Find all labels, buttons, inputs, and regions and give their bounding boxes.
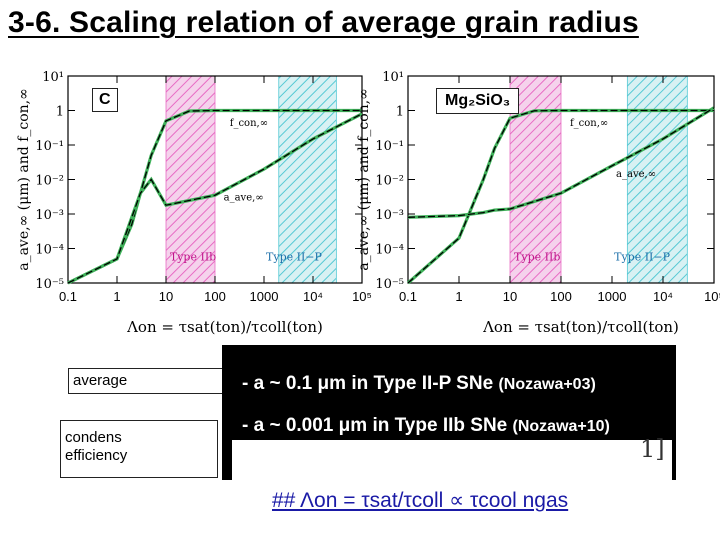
- x-tick-label: 1000: [598, 289, 627, 304]
- y-tick-label: 1: [56, 105, 64, 120]
- species-label-mg2sio3: Mg₂SiO₃: [436, 88, 520, 114]
- plot-c: 10¹ 1 10⁻¹ 10⁻² 10⁻³ 10⁻⁴ 10⁻⁵0.1 1 10 100 1000 10⁴…: [16, 70, 372, 336]
- x-tick-label: 100: [204, 289, 226, 304]
- y-tick-label: 10⁻⁵: [35, 277, 64, 292]
- x-tick-label: 1: [113, 289, 120, 304]
- x-axis-label: Λon = τsat(ton)/τcoll(ton): [126, 318, 323, 336]
- x-axis-label: Λon = τsat(ton)/τcoll(ton): [482, 318, 679, 336]
- efficiency-label: efficiency: [65, 447, 128, 464]
- y-tick-label: 10¹: [42, 70, 64, 85]
- y-tick-label: 1: [396, 105, 404, 120]
- average-box: average: [68, 368, 228, 394]
- average-label: average: [73, 372, 128, 389]
- y-tick-label: 10⁻³: [375, 208, 404, 223]
- series-fcon-fit: [407, 109, 714, 284]
- x-tick-label: 1: [455, 289, 462, 304]
- bullet-line-2: - a ~ 0.001 μm in Type IIb SNe (Nozawa+1…: [242, 415, 610, 436]
- y-tick-label: 10⁻²: [35, 174, 64, 189]
- y-axis-label: a_ave,∞ (μm) and f_con,∞: [16, 88, 32, 271]
- formula-strip: [232, 440, 672, 480]
- band-label-type-iib: Type IIb: [170, 250, 216, 263]
- y-tick-label: 10¹: [382, 70, 404, 85]
- formula-fragment: 1]: [640, 435, 665, 463]
- band-label-type-iip: Type II−P: [614, 250, 671, 263]
- band-label-type-iib: Type IIb: [514, 250, 560, 263]
- condens-box: condens efficiency: [60, 420, 218, 478]
- x-tick-label: 10⁵: [352, 289, 372, 304]
- x-tick-label: 10⁴: [303, 289, 323, 304]
- plot-mg2sio3: 10¹ 1 10⁻¹ 10⁻² 10⁻³ 10⁻⁴ 10⁻⁵0.1 1 10 100 1000 10⁴…: [356, 70, 720, 336]
- y-tick-label: 10⁻¹: [35, 139, 64, 154]
- scaling-formula: ## Λon = τsat/τcoll ∝ τcool ngas: [272, 489, 569, 512]
- condens-label: condens: [65, 429, 122, 446]
- curve-label-fcon: f_con,∞: [570, 118, 608, 129]
- y-axis-label: a_ave,∞ (μm) and f_con,∞: [356, 88, 372, 271]
- curve-label-aave: a_ave,∞: [224, 192, 264, 203]
- curve-label-aave: a_ave,∞: [616, 169, 656, 180]
- x-tick-label: 1000: [250, 289, 279, 304]
- x-tick-label: 0.1: [59, 289, 77, 304]
- bullet-line-1: - a ~ 0.1 μm in Type II-P SNe (Nozawa+03…: [242, 373, 596, 394]
- y-tick-label: 10⁻⁴: [35, 243, 64, 258]
- y-tick-label: 10⁻⁵: [375, 277, 404, 292]
- x-tick-label: 10: [503, 289, 517, 304]
- y-tick-label: 10⁻¹: [375, 139, 404, 154]
- y-tick-label: 10⁻⁴: [375, 243, 404, 258]
- series-aave-fit: [67, 113, 363, 284]
- x-tick-label: 100: [550, 289, 572, 304]
- band-label-type-iip: Type II−P: [266, 250, 323, 263]
- y-tick-label: 10⁻³: [35, 208, 64, 223]
- x-tick-label: 10⁴: [653, 289, 673, 304]
- y-tick-label: 10⁻²: [375, 174, 404, 189]
- curve-label-fcon: f_con,∞: [230, 118, 268, 129]
- x-tick-label: 10: [159, 289, 173, 304]
- x-tick-label: 0.1: [399, 289, 417, 304]
- x-tick-label: 10⁵: [704, 289, 720, 304]
- slide-title: 3-6. Scaling relation of average grain r…: [8, 6, 639, 39]
- series-aave-fit: [407, 107, 715, 218]
- series-fcon-fit: [67, 109, 362, 284]
- species-label-c: C: [92, 88, 118, 112]
